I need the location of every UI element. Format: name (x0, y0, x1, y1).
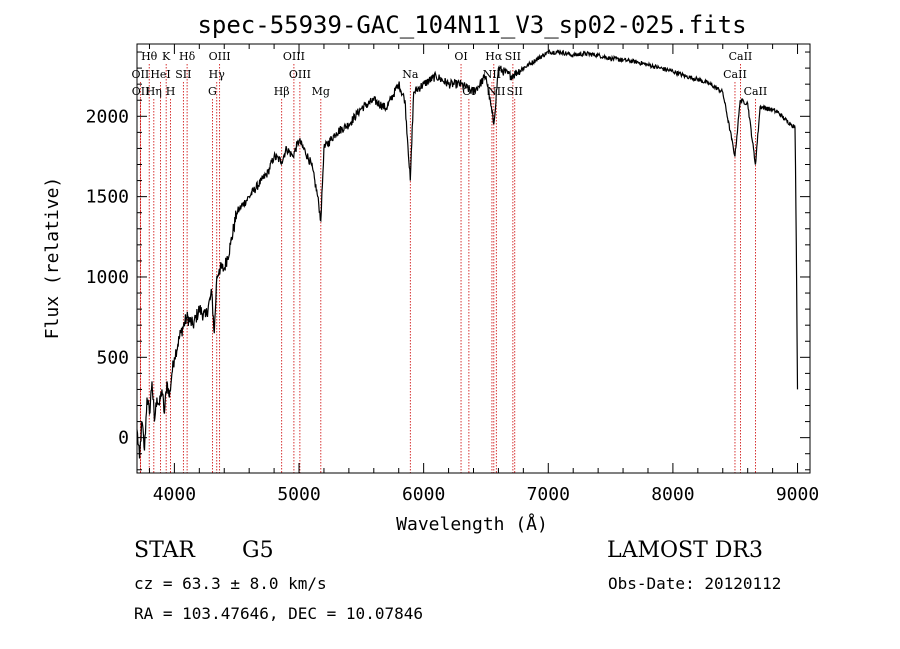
line-label-7: H (166, 85, 176, 98)
x-tick-label-3: 7000 (527, 484, 570, 505)
line-label-19: Hα (485, 50, 503, 63)
spectrum-line (136, 49, 799, 459)
x-tick-label-5: 9000 (776, 484, 819, 505)
line-label-15: Mg (312, 85, 330, 98)
line-label-12: OIII (283, 50, 305, 63)
x-axis-ticks: 4000 5000 6000 7000 8000 9000 (148, 44, 819, 505)
line-label-23: SII (507, 85, 523, 98)
plot-frame (136, 43, 811, 474)
y-tick-label-4: 2000 (86, 106, 129, 127)
spectral-line-markers (139, 64, 756, 473)
line-label-16: Na (402, 68, 419, 81)
line-label-26: CaII (744, 85, 768, 98)
x-axis-label: Wavelength (Å) (396, 513, 548, 535)
x-tick-label-1: 5000 (277, 484, 320, 505)
line-label-3: Hη (146, 85, 162, 98)
line-label-17: OI (454, 50, 467, 63)
object-class: STAR (134, 538, 195, 563)
y-axis-ticks: 0 500 1000 1500 2000 (86, 51, 810, 471)
y-tick-label-3: 1500 (86, 187, 129, 208)
survey-name: LAMOST DR3 (607, 538, 763, 563)
x-tick-label-0: 4000 (153, 484, 196, 505)
line-label-10: Hγ (209, 68, 226, 81)
line-label-24: CaII (723, 68, 747, 81)
line-label-5: K (162, 50, 171, 63)
line-label-4: HeI (150, 68, 170, 81)
line-label-0: Hθ (141, 50, 158, 63)
line-label-1: OII (132, 68, 150, 81)
y-tick-label-1: 500 (96, 347, 129, 368)
y-tick-label-2: 1000 (86, 267, 129, 288)
redshift-cz: cz = 63.3 ± 8.0 km/s (134, 574, 327, 593)
line-label-11: G (208, 85, 217, 98)
x-tick-label-4: 8000 (651, 484, 694, 505)
line-label-20: NII (483, 68, 501, 81)
line-label-2: OII (132, 85, 150, 98)
line-label-6: SII (175, 68, 191, 81)
line-label-14: Hβ (274, 85, 290, 98)
line-label-25: CaII (729, 50, 753, 63)
y-axis-label: Flux (relative) (42, 177, 63, 340)
chart-title: spec-55939-GAC_104N11_V3_sp02-025.fits (197, 11, 746, 39)
x-tick-label-2: 6000 (402, 484, 445, 505)
y-tick-label-0: 0 (118, 428, 129, 449)
line-label-8: Hδ (179, 50, 196, 63)
obs-date: Obs-Date: 20120112 (608, 574, 782, 593)
object-subclass: G5 (242, 538, 274, 563)
coordinates: RA = 103.47646, DEC = 10.07846 (134, 604, 423, 623)
line-label-9: OIII (209, 50, 231, 63)
line-label-22: SII (505, 50, 521, 63)
line-label-13: OIII (289, 68, 311, 81)
